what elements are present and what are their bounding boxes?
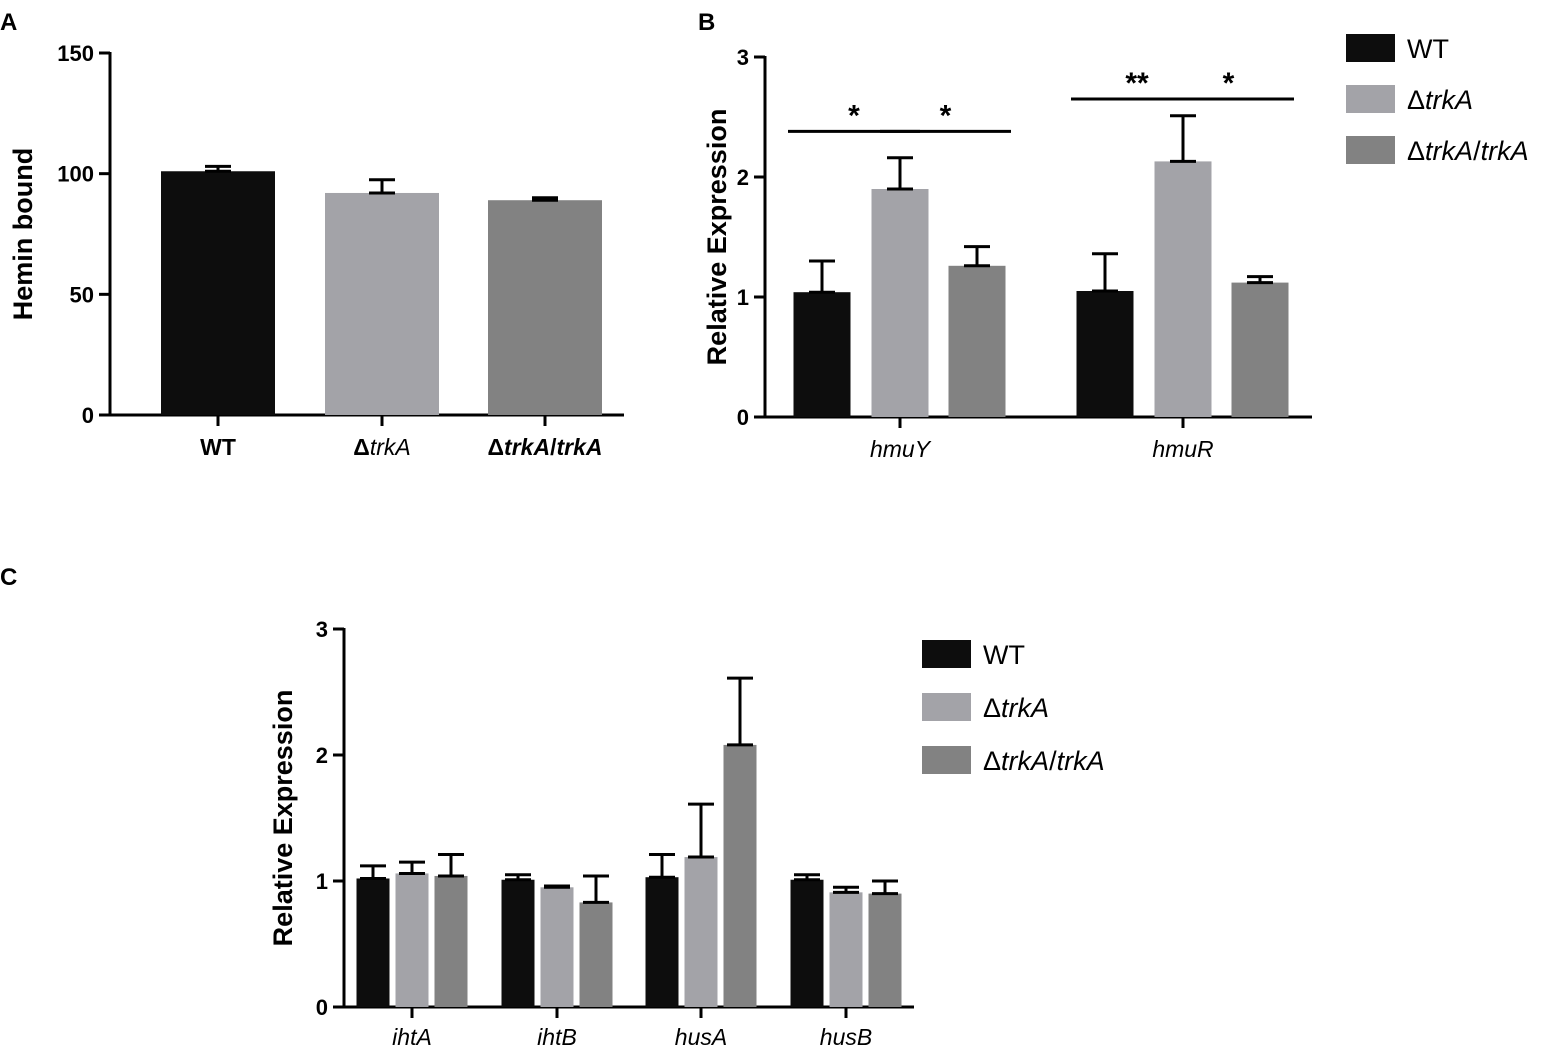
panel-c-x-tick-label-0: ihtA (392, 1024, 432, 1048)
panel-c-legend-swatch-2 (922, 746, 971, 774)
panel-b-y-tick-label: 1 (737, 285, 749, 310)
panel-a-x-tick-label-0: WT (200, 434, 236, 460)
panel-c-y-tick-label: 1 (316, 869, 328, 894)
panel-b-bar-0-2 (948, 265, 1006, 417)
panel-c-bar-0-0 (356, 878, 390, 1007)
panel-a-x-tick-label-2: ΔtrkA/trkA (488, 434, 603, 460)
panel-b-legend-label-0: WT (1407, 34, 1449, 64)
panel-c-bar-1-0 (501, 879, 535, 1007)
panel-c-bar-1-2 (579, 902, 613, 1007)
panel-b-legend-swatch-2 (1346, 136, 1395, 164)
panel-b-bar-0-1 (871, 189, 929, 417)
panel-a-bar-0 (161, 171, 275, 415)
panel-b-bar-1-1 (1154, 161, 1212, 417)
panel-c-bar-0-1 (395, 873, 429, 1007)
panel-a-bar-1 (325, 192, 439, 415)
panel-b-x-tick-label-0: hmuY (870, 436, 932, 462)
panel-b-legend-label-1: ΔtrkA (1407, 85, 1473, 115)
panel-b-legend-swatch-1 (1346, 85, 1395, 113)
panel-b-legend-label-2: ΔtrkA/trkA (1407, 136, 1529, 166)
panel-c-y-tick-label: 2 (316, 743, 328, 768)
panel-c-x-tick-label-3: husB (820, 1024, 872, 1048)
panel-b-significance-label-3: * (1223, 67, 1235, 100)
panel-c-x-tick-label-1: ihtB (537, 1024, 577, 1048)
panel-c: C 0 1 2 3 Relative Expression ihtA ihtB husA hus… (0, 564, 1105, 1048)
panel-b-significance-label-0: * (848, 99, 860, 132)
panel-c-bar-2-2 (723, 744, 757, 1007)
panel-c-legend-label-1: ΔtrkA (983, 693, 1049, 723)
panel-c-bar-3-0 (790, 879, 824, 1007)
panel-a-x-tick-label-1: ΔtrkA (353, 434, 410, 460)
panel-b-significance-label-1: * (940, 99, 952, 132)
panel-b-legend-swatch-0 (1346, 34, 1395, 62)
panel-a: A 0 50 100 150 Hemin bound WT ΔtrkA ΔtrkA/trkA (0, 9, 624, 460)
panel-c-legend-label-2: ΔtrkA/trkA (983, 746, 1105, 776)
panel-b-bar-0-0 (793, 292, 851, 417)
panel-c-legend-label-0: WT (983, 640, 1025, 670)
panel-c-bar-3-1 (829, 892, 863, 1007)
panel-c-y-axis-label: Relative Expression (268, 690, 298, 947)
panel-a-y-tick-label: 0 (82, 403, 94, 428)
panel-b-y-tick-label: 2 (737, 165, 749, 190)
panel-c-legend-swatch-0 (922, 640, 971, 668)
panel-c-y-tick-label: 0 (316, 995, 328, 1020)
panel-letter-c: C (0, 564, 17, 591)
panel-b-y-axis-label: Relative Expression (702, 109, 732, 366)
panel-a-y-axis-label: Hemin bound (8, 148, 38, 320)
panel-c-x-tick-label-2: husA (675, 1024, 727, 1048)
panel-b-y-tick-label: 3 (737, 45, 749, 70)
panel-b-bar-1-0 (1076, 291, 1134, 417)
panel-letter-a: A (0, 9, 17, 36)
panel-c-legend-swatch-1 (922, 693, 971, 721)
panel-a-bar-2 (488, 200, 602, 415)
panel-a-y-tick-label: 50 (70, 282, 94, 307)
panel-a-y-tick-label: 150 (57, 41, 94, 66)
panel-c-bar-0-2 (434, 875, 468, 1007)
panel-b-significance-label-2: ** (1125, 67, 1149, 100)
panel-letter-b: B (698, 9, 715, 36)
panel-c-bar-1-1 (540, 887, 574, 1007)
panel-c-bar-2-0 (645, 877, 679, 1007)
panel-c-bar-2-1 (684, 857, 718, 1007)
panel-a-y-tick-label: 100 (57, 162, 94, 187)
panel-c-y-tick-label: 3 (316, 617, 328, 642)
panel-b-y-tick-label: 0 (737, 405, 749, 430)
panel-c-bar-3-2 (868, 893, 902, 1007)
panel-b-bar-1-2 (1231, 282, 1289, 417)
panel-b-x-tick-label-1: hmuR (1152, 436, 1213, 462)
